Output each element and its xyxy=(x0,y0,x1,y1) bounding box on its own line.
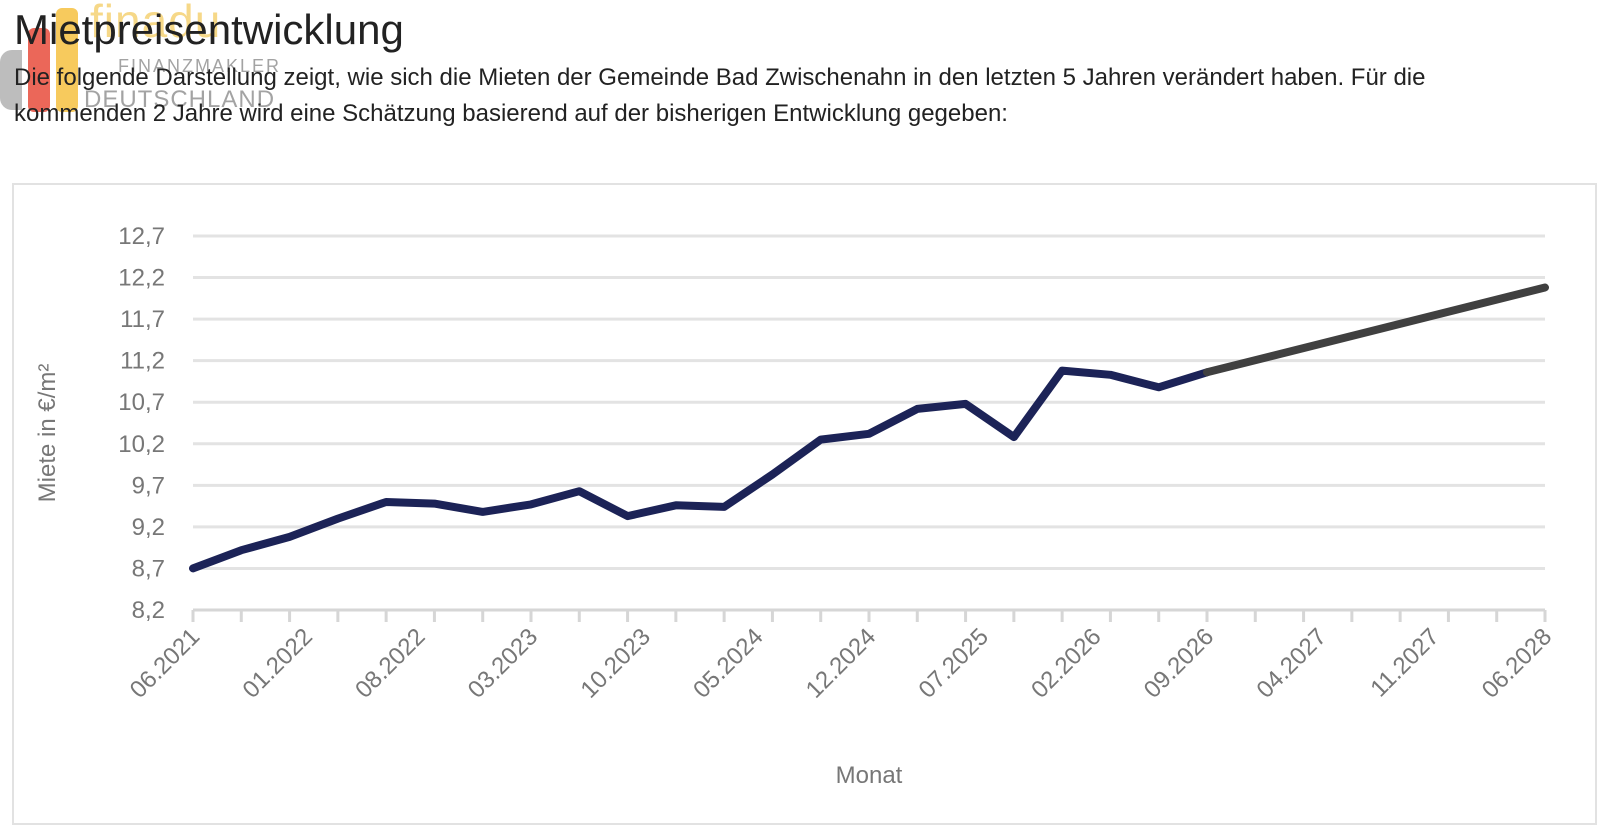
y-tick-label: 8,7 xyxy=(132,555,165,582)
intro-text: Die folgende Darstellung zeigt, wie sich… xyxy=(14,64,1426,127)
x-tick-label: 07.2025 xyxy=(913,623,993,703)
y-tick-label: 9,7 xyxy=(132,472,165,499)
logo-brand-text: finadu xyxy=(90,0,222,47)
x-axis-title: Monat xyxy=(836,762,903,789)
y-tick-label: 10,7 xyxy=(118,389,165,416)
y-tick-labels: 8,2 8,7 9,2 9,7 10,2 10,7 11,2 11,7 12,2 12,7 xyxy=(118,223,165,624)
y-tick-label: 12,7 xyxy=(118,223,165,250)
logo-subtitle-1: FINANZMAKLER xyxy=(118,56,282,76)
logo-bar-red xyxy=(28,28,50,112)
y-tick-label: 11,2 xyxy=(120,348,165,375)
x-tick-label: 06.2021 xyxy=(125,623,205,703)
x-tick-label: 05.2024 xyxy=(688,623,768,703)
series-line-actual xyxy=(189,366,1211,573)
series-line-forecast xyxy=(1203,283,1549,377)
logo-subtitle-2: DEUTSCHLAND xyxy=(84,86,276,113)
y-tick-label: 10,2 xyxy=(118,431,165,458)
x-tick-label: 12.2024 xyxy=(801,623,881,703)
x-tick-label: 11.2027 xyxy=(1365,623,1444,702)
logo-bar-grey xyxy=(0,50,22,110)
y-tick-label: 9,2 xyxy=(132,514,165,541)
chart-frame xyxy=(12,183,1597,825)
y-axis-title: Miete in €/m² xyxy=(34,364,61,503)
watermark-logo: finadu FINANZMAKLER DEUTSCHLAND xyxy=(0,0,300,115)
x-tick-labels: 06.2021 01.2022 08.2022 03.2023 10.2023 05.20… xyxy=(125,623,1557,703)
grid-lines xyxy=(193,234,1545,570)
x-tick-label: 09.2026 xyxy=(1139,623,1219,703)
x-axis xyxy=(191,608,1547,622)
y-tick-label: 11,7 xyxy=(120,306,165,333)
x-tick-label: 04.2027 xyxy=(1251,623,1331,703)
page-title: Mietpreisentwicklung xyxy=(14,6,404,53)
x-tick-label: 10.2023 xyxy=(575,623,655,703)
x-tick-label: 03.2023 xyxy=(463,623,543,703)
x-tick-label: 02.2026 xyxy=(1026,623,1106,703)
x-tick-label: 06.2028 xyxy=(1477,623,1557,703)
y-tick-label: 8,2 xyxy=(132,597,165,624)
logo-bar-yellow xyxy=(56,8,78,112)
x-tick-label: 01.2022 xyxy=(237,623,317,703)
y-tick-label: 12,2 xyxy=(118,265,165,292)
series-lines xyxy=(189,283,1549,573)
x-tick-label: 08.2022 xyxy=(350,623,430,703)
